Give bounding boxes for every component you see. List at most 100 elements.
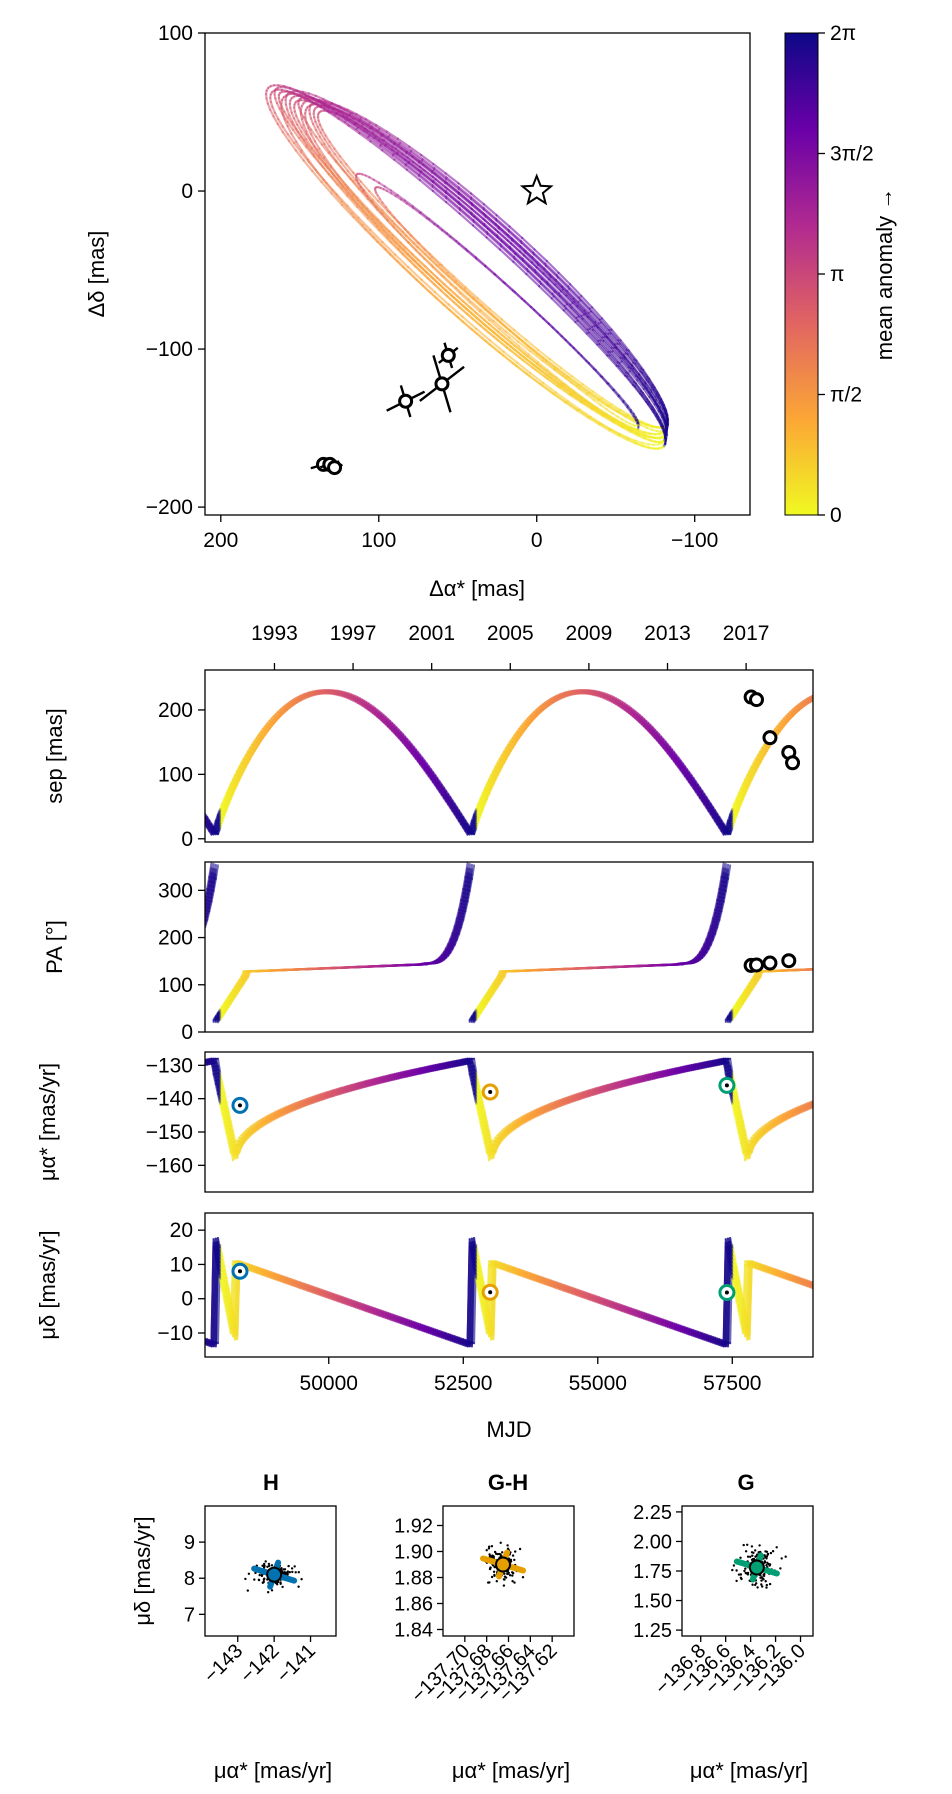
orbit-track bbox=[465, 307, 482, 322]
orbit-track bbox=[601, 397, 614, 406]
orbit-track bbox=[651, 395, 659, 406]
orbit-track bbox=[447, 303, 464, 318]
orbit-track bbox=[404, 234, 419, 249]
orbit-track bbox=[546, 368, 558, 379]
orbit-track bbox=[306, 98, 317, 105]
orbit-track bbox=[340, 200, 353, 215]
orbit-track bbox=[404, 158, 420, 172]
orbit-track bbox=[587, 311, 600, 325]
orbit-track bbox=[624, 352, 635, 364]
orbit-track bbox=[343, 170, 355, 183]
orbit-track bbox=[418, 173, 434, 187]
orbit-track bbox=[404, 246, 419, 261]
orbit-track bbox=[409, 151, 423, 162]
orbit-track bbox=[569, 283, 583, 298]
orbit-track bbox=[560, 285, 575, 300]
orbit-track bbox=[359, 180, 371, 193]
orbit-track bbox=[345, 163, 355, 174]
orbit-track bbox=[479, 319, 496, 334]
orbit-track bbox=[316, 171, 328, 185]
orbit-track bbox=[483, 219, 500, 233]
orbit-track bbox=[305, 121, 313, 131]
orbit-track bbox=[523, 352, 539, 366]
orbit-track bbox=[309, 128, 318, 138]
orbit-track bbox=[356, 205, 369, 220]
orbit-track bbox=[445, 201, 461, 215]
orbit-track bbox=[525, 372, 542, 385]
orbit-track bbox=[399, 141, 413, 152]
orbit-track bbox=[443, 303, 460, 319]
orbit-track bbox=[323, 107, 336, 116]
orbit-track bbox=[655, 403, 662, 414]
orbit-track bbox=[549, 276, 564, 291]
orbit-track bbox=[508, 230, 523, 245]
orbit-track bbox=[405, 152, 420, 164]
orbit-track bbox=[444, 180, 460, 194]
orbit-track bbox=[358, 120, 372, 130]
orbit-track bbox=[511, 289, 524, 300]
orbit-track bbox=[355, 173, 358, 177]
orbit-track bbox=[646, 403, 655, 414]
orbit-track bbox=[444, 186, 460, 199]
orbit-track bbox=[638, 421, 648, 427]
orbit-track bbox=[287, 139, 297, 152]
orbit-track bbox=[642, 387, 651, 399]
orbit-track bbox=[584, 312, 598, 327]
orbit-track bbox=[617, 394, 625, 402]
orbit-track bbox=[654, 395, 661, 405]
orbit-track bbox=[307, 126, 313, 136]
orbit-track bbox=[608, 415, 617, 422]
orbit-track bbox=[323, 138, 331, 148]
orbit-track bbox=[590, 306, 604, 320]
orbit-track bbox=[304, 106, 309, 112]
orbit-track bbox=[614, 346, 626, 360]
orbit-track bbox=[497, 330, 513, 344]
orbit-track bbox=[347, 124, 361, 135]
orbit-track bbox=[599, 403, 608, 411]
orbit-track bbox=[298, 94, 309, 101]
orbit-track bbox=[525, 268, 542, 283]
orbit-track bbox=[591, 325, 604, 339]
orbit-track bbox=[407, 266, 423, 281]
orbit-track bbox=[315, 135, 324, 146]
orbit-track bbox=[296, 130, 306, 142]
orbit-track bbox=[337, 108, 350, 117]
orbit-track bbox=[647, 400, 656, 411]
orbit-track bbox=[433, 291, 450, 306]
orbit-track bbox=[582, 313, 596, 328]
orbit-track bbox=[608, 328, 620, 342]
orbit-track bbox=[502, 350, 519, 364]
orbit-track bbox=[640, 394, 650, 406]
orbit-track bbox=[392, 152, 408, 166]
orbit-track bbox=[570, 375, 584, 386]
orbit-track bbox=[517, 340, 532, 353]
orbit-track bbox=[302, 159, 314, 172]
orbit-track bbox=[321, 102, 335, 111]
orbit-track bbox=[552, 295, 567, 310]
separation-track bbox=[810, 697, 813, 701]
orbit-track bbox=[281, 125, 289, 136]
orbit-track bbox=[497, 227, 514, 242]
orbit-track bbox=[570, 306, 584, 320]
orbit-track bbox=[357, 216, 372, 231]
orbit-track bbox=[302, 116, 308, 125]
orbit-track bbox=[560, 382, 575, 394]
orbit-track bbox=[615, 364, 627, 377]
orbit-track bbox=[607, 429, 620, 437]
orbit-track bbox=[369, 140, 384, 152]
orbit-track bbox=[529, 306, 542, 317]
orbit-track bbox=[432, 168, 448, 181]
separation-y-tick-label: 0 bbox=[181, 828, 193, 851]
orbit-track bbox=[529, 350, 544, 362]
orbit-track bbox=[399, 233, 410, 244]
orbit-track bbox=[470, 196, 485, 210]
orbit-track bbox=[540, 278, 556, 293]
orbit-track bbox=[627, 349, 638, 362]
orbit-track bbox=[371, 198, 384, 212]
orbit-track bbox=[378, 128, 391, 137]
orbit-track bbox=[371, 131, 386, 142]
separation-track bbox=[212, 819, 217, 829]
orbit-track bbox=[432, 179, 448, 193]
orbit-track bbox=[656, 396, 663, 406]
orbit-track bbox=[458, 207, 475, 222]
